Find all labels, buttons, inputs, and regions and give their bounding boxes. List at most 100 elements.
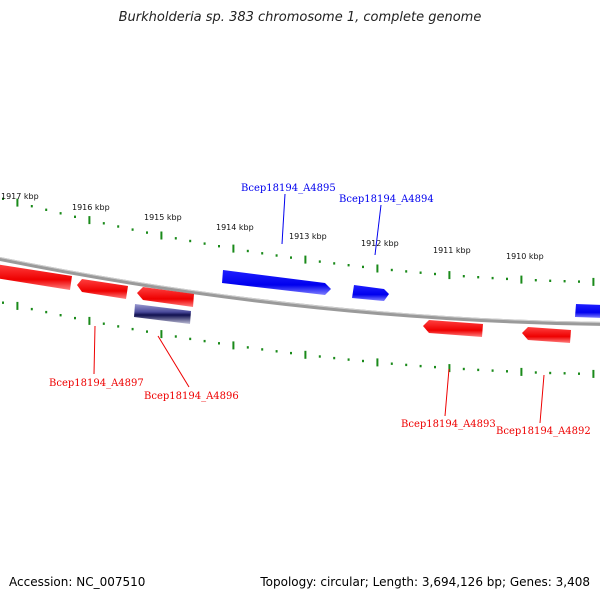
- lower-major-tick: [232, 341, 235, 350]
- lower-minor-tick: [261, 348, 264, 351]
- lower-minor-tick: [189, 337, 192, 341]
- lower-minor-tick: [102, 322, 105, 325]
- upper-minor-tick: [45, 208, 48, 211]
- upper-minor-tick: [261, 252, 264, 255]
- upper-minor-tick: [549, 279, 552, 282]
- lower-minor-tick: [563, 372, 566, 375]
- map-title: Burkholderia sp. 383 chromosome 1, compl…: [118, 10, 482, 25]
- upper-minor-tick: [477, 276, 480, 279]
- gene-right-edge-forward[interactable]: [575, 304, 600, 318]
- gene-Bcep18194_A4894[interactable]: [352, 285, 389, 301]
- upper-minor-tick: [390, 268, 393, 272]
- gene-leader-lines: [93, 193, 545, 424]
- upper-minor-tick: [102, 222, 105, 225]
- upper-major-tick: [16, 198, 19, 207]
- lower-major-tick: [16, 301, 19, 310]
- gene-label-Bcep18194_A4896[interactable]: Bcep18194_A4896: [144, 391, 239, 402]
- upper-minor-tick: [290, 256, 292, 259]
- gene-Bcep18194_A4895[interactable]: [222, 270, 331, 295]
- tick-label-1914: 1914 kbp: [216, 223, 254, 232]
- tick-label-1910: 1910 kbp: [506, 252, 544, 261]
- upper-minor-tick: [218, 245, 220, 248]
- lower-major-tick: [304, 350, 307, 359]
- upper-major-tick: [520, 275, 523, 284]
- lower-minor-tick: [462, 367, 465, 371]
- tick-label-1916: 1916 kbp: [72, 203, 110, 212]
- lower-minor-tick: [2, 301, 4, 304]
- tick-label-1912: 1912 kbp: [361, 239, 399, 248]
- upper-minor-tick: [333, 262, 336, 265]
- gene-Bcep18194_A4897[interactable]: [77, 279, 128, 299]
- upper-minor-tick: [506, 277, 508, 281]
- gene-label-Bcep18194_A4892[interactable]: Bcep18194_A4892: [496, 426, 591, 437]
- lower-minor-tick: [333, 356, 336, 360]
- lower-minor-tick: [434, 365, 436, 369]
- lower-major-tick: [160, 330, 163, 339]
- upper-tick-dots: [2, 197, 595, 286]
- upper-minor-tick: [189, 239, 192, 243]
- kbp-tick-labels: 1917 kbp 1916 kbp 1915 kbp 1914 kbp 1913…: [1, 192, 544, 261]
- upper-major-tick: [160, 231, 163, 240]
- upper-major-tick: [376, 264, 379, 273]
- lower-major-tick: [592, 369, 595, 378]
- lower-minor-tick: [347, 358, 350, 361]
- gene-Bcep18194_A4896[interactable]: [134, 304, 191, 324]
- tick-label-1917: 1917 kbp: [1, 192, 39, 201]
- upper-minor-tick: [462, 275, 465, 278]
- upper-minor-tick: [59, 212, 62, 215]
- upper-minor-tick: [131, 228, 134, 231]
- lower-minor-tick: [131, 327, 134, 331]
- gene-left-edge-reverse[interactable]: [0, 264, 72, 290]
- upper-minor-tick: [534, 279, 537, 282]
- upper-minor-tick: [578, 280, 580, 283]
- gene-Bcep18194_A4893[interactable]: [423, 320, 483, 337]
- reverse-tick-track: [2, 301, 595, 378]
- upper-major-tick: [592, 277, 595, 286]
- lower-minor-tick: [290, 351, 292, 355]
- upper-minor-tick: [117, 225, 120, 228]
- upper-major-tick: [304, 255, 307, 264]
- lower-major-tick: [376, 358, 379, 367]
- gene-Bcep18194_A4892[interactable]: [522, 327, 571, 343]
- upper-minor-tick: [347, 264, 350, 267]
- upper-major-tick: [448, 271, 451, 280]
- lower-minor-tick: [59, 314, 62, 317]
- lower-major-tick: [448, 364, 451, 373]
- upper-minor-tick: [203, 242, 206, 245]
- upper-minor-tick: [434, 272, 436, 276]
- lower-minor-tick: [491, 369, 494, 372]
- chromosome-backbone: [0, 256, 600, 326]
- chromosome-backbone-highlight: [0, 256, 600, 323]
- lower-minor-tick: [405, 363, 408, 367]
- lower-minor-tick: [146, 330, 148, 333]
- lower-minor-tick: [74, 316, 76, 320]
- lower-minor-tick: [578, 372, 580, 375]
- accession-label: Accession: NC_007510: [9, 575, 146, 589]
- lower-minor-tick: [203, 339, 206, 343]
- lower-minor-tick: [275, 350, 278, 353]
- upper-minor-tick: [74, 215, 76, 218]
- tick-label-1913: 1913 kbp: [289, 232, 327, 241]
- upper-minor-tick: [362, 265, 364, 269]
- lower-minor-tick: [218, 342, 220, 345]
- tick-label-1911: 1911 kbp: [433, 246, 471, 255]
- gene-label-Bcep18194_A4897[interactable]: Bcep18194_A4897: [49, 378, 144, 389]
- upper-minor-tick: [563, 280, 566, 283]
- upper-minor-tick: [246, 249, 249, 253]
- gene-label-Bcep18194_A4893[interactable]: Bcep18194_A4893: [401, 419, 496, 430]
- upper-major-tick: [232, 244, 235, 253]
- lower-minor-tick: [117, 325, 120, 328]
- lower-minor-tick: [390, 362, 393, 365]
- lower-minor-tick: [549, 371, 552, 375]
- upper-minor-tick: [275, 254, 278, 257]
- lower-minor-tick: [506, 370, 508, 373]
- lower-major-tick: [88, 316, 91, 325]
- upper-minor-tick: [405, 270, 408, 273]
- gene-label-Bcep18194_A4895[interactable]: Bcep18194_A4895: [241, 183, 336, 194]
- gene-unlabeled-reverse[interactable]: [137, 287, 194, 307]
- gene-label-Bcep18194_A4894[interactable]: Bcep18194_A4894: [339, 194, 434, 205]
- lower-minor-tick: [30, 307, 33, 311]
- lower-major-tick: [520, 367, 523, 376]
- upper-minor-tick: [491, 276, 494, 280]
